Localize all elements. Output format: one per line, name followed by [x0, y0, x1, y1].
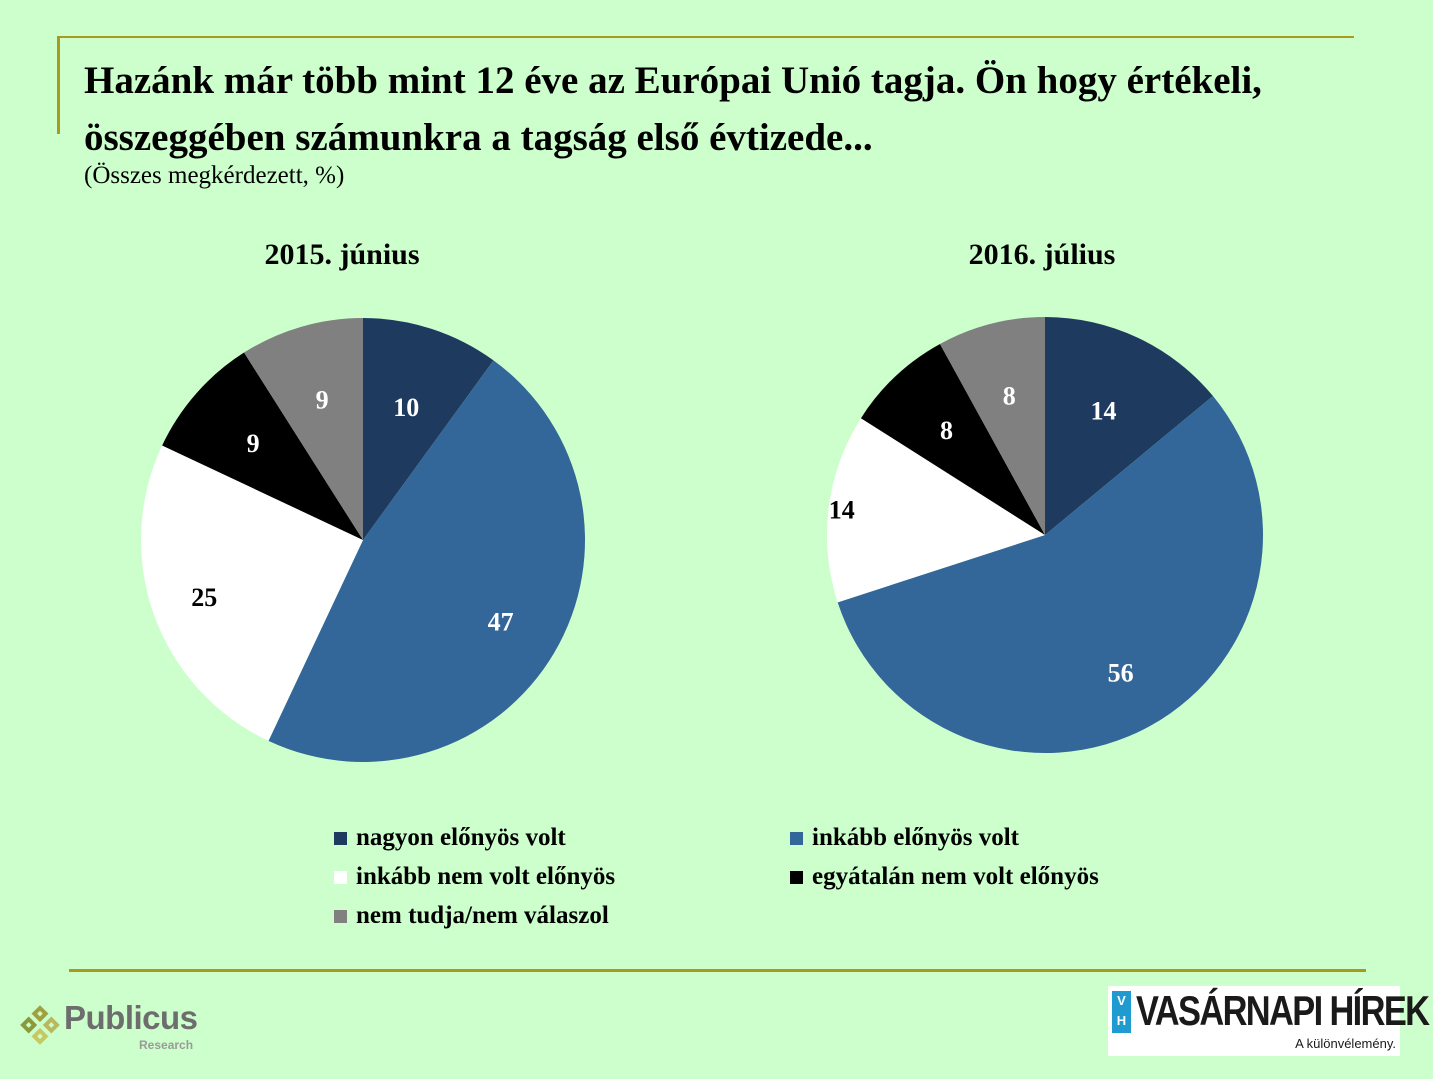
vh-tagline: A különvélemény.: [1295, 1036, 1396, 1051]
pie-slice: [1045, 317, 1213, 535]
pie-title: 2015. június: [264, 238, 419, 271]
vh-name: VASÁRNAPI HÍREK: [1136, 987, 1430, 1034]
pie-slice: [827, 418, 1045, 603]
pie-data-label: 8: [940, 416, 953, 445]
legend-label: nem tudja/nem válaszol: [356, 902, 609, 929]
pie-data-label: 25: [191, 583, 217, 612]
legend-item-inkabb-nem-elonyos: inkább nem volt előnyös: [334, 863, 615, 891]
vh-badge-letter-h: H: [1116, 1013, 1127, 1028]
title-frame-top-line: [57, 36, 1354, 38]
pie-charts: 2015. június 10 47 25 9 9 2016. július 14 56 14 8 8: [140, 238, 1263, 763]
pie-data-label: 14: [1090, 397, 1116, 426]
legend-label: inkább nem volt előnyös: [356, 863, 616, 890]
legend-swatch: [790, 831, 803, 845]
legend-label: egyátalán nem volt előnyös: [812, 863, 1099, 890]
legend-item-inkabb-elonyos: inkább előnyös volt: [790, 824, 1019, 852]
legend-label: inkább előnyös volt: [812, 824, 1020, 851]
legend-swatch: [334, 870, 347, 884]
pie-slice: [860, 343, 1045, 535]
publicus-name: Publicus: [64, 999, 198, 1036]
pie-slice: [244, 318, 363, 540]
pie-title: 2016. július: [969, 238, 1116, 271]
vh-badge-icon: V H: [1112, 991, 1131, 1033]
page-subtitle: (Összes megkérdezett, %): [84, 162, 345, 189]
legend-item-egyatalan-nem-elonyos: egyátalán nem volt előnyös: [790, 863, 1099, 891]
legend-swatch: [334, 831, 347, 845]
pie-data-label: 8: [1003, 382, 1016, 411]
pie-data-label: 47: [488, 607, 514, 636]
publicus-diamond-icon: [20, 1005, 60, 1045]
pie-data-label: 9: [247, 429, 260, 458]
vh-badge-letter-v: V: [1117, 993, 1126, 1008]
legend-swatch: [790, 870, 803, 884]
pie-slice: [162, 352, 363, 540]
footer-divider-line: [69, 969, 1366, 972]
pie-data-label: 14: [829, 495, 855, 524]
pie-data-label: 56: [1108, 659, 1134, 688]
title-frame-left-line: [57, 36, 60, 134]
publicus-subtitle: Research: [139, 1038, 194, 1052]
legend-item-nagyon-elonyos: nagyon előnyös volt: [334, 824, 566, 852]
legend-item-nem-tudja: nem tudja/nem válaszol: [334, 902, 609, 930]
pie-slice: [939, 317, 1045, 535]
pie-data-label: 10: [393, 393, 419, 422]
publicus-logo: Publicus Research: [18, 995, 218, 1055]
pie-data-label: 9: [316, 385, 329, 414]
pie-slice: [837, 396, 1263, 753]
legend-label: nagyon előnyös volt: [356, 824, 566, 851]
vasarnapi-hirek-logo: V H VASÁRNAPI HÍREK A különvélemény.: [1108, 986, 1430, 1056]
page-title: Hazánk már több mint 12 éve az Európai U…: [84, 59, 1262, 159]
pie-slice: [363, 318, 494, 540]
pie-slice: [140, 445, 363, 741]
pie-slice: [268, 360, 586, 763]
legend-swatch: [334, 909, 347, 923]
